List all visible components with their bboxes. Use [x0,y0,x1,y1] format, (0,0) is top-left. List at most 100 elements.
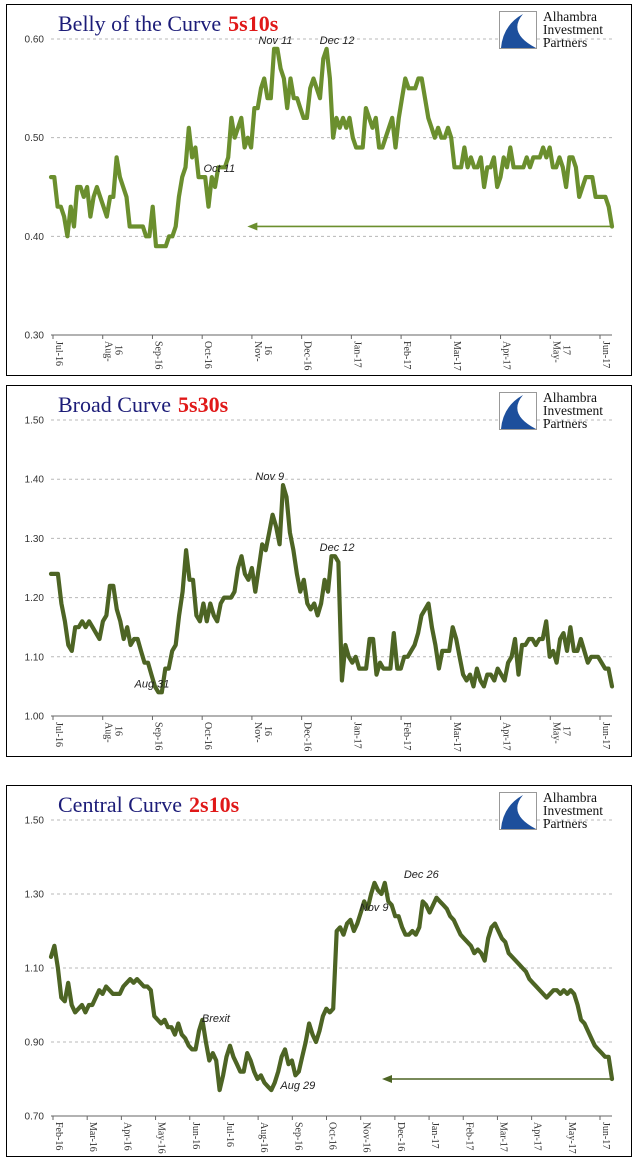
x-tick-label: Nov-16 [252,722,273,743]
logo-mark-icon [499,11,537,49]
x-tick-label: Jun-17 [600,341,611,368]
x-tick-label: Feb-16 [53,1122,64,1150]
y-tick-label: 1.50 [25,416,45,427]
y-tick-label: 1.30 [25,890,45,901]
annotation-label: Dec 12 [320,35,355,47]
logo-line-3: Partners [543,416,588,431]
logo-line-2: Investment [543,403,603,418]
x-tick-label: Feb-17 [401,722,412,750]
logo-line-1: Alhambra [543,9,597,24]
x-tick-label: Aug-16 [258,1122,269,1153]
x-tick-label: May-16 [156,1122,167,1154]
x-tick-label: Feb-17 [401,341,412,369]
annotation-label: Nov 11 [258,35,292,47]
x-tick-label: Apr-17 [501,722,512,751]
x-tick-label: Aug-16 [103,341,124,362]
x-tick-label: May-17 [566,1122,577,1154]
chart-title-main: Central Curve [58,792,183,817]
logo-mark-icon [499,392,537,430]
x-tick-label: May-17 [550,341,571,363]
x-tick-label: Sep-16 [152,722,163,750]
x-tick-label: Jul-16 [53,341,64,366]
annotation-label: Dec 12 [320,542,355,554]
x-tick-label: Jun-16 [190,1122,201,1149]
chart-panel-3: 1.50 1.30 1.10 0.90 0.70 Feb-16 Mar-16 Apr-16 Ma… [6,785,632,1157]
annotation-label: Brexit [202,1013,231,1025]
y-tick-label: 1.10 [25,964,45,975]
chart-title: Belly of the Curve 5s10s [58,11,278,37]
annotation-label: Nov 9 [360,902,389,914]
x-tick-label: Mar-16 [87,1122,98,1152]
annotation-label: Nov 9 [255,471,284,483]
x-tick-label: Mar-17 [451,341,462,371]
y-tick-label: 1.10 [25,652,45,663]
annotation-label: Dec 26 [404,869,440,881]
x-tick-label: Nov-16 [361,1122,372,1153]
y-tick-label: 0.90 [25,1038,45,1049]
x-tick-label: Dec-16 [302,341,313,370]
chart-panel-2: 1.50 1.40 1.30 1.20 1.10 1.00 Jul-16 Aug-16 Sep-… [6,385,632,757]
chart-title: Central Curve 2s10s [58,792,239,818]
y-tick-label: 1.30 [25,534,45,545]
x-tick-label: Mar-17 [497,1122,508,1152]
series-line [48,46,615,249]
chart-svg: 0.60 0.50 0.40 0.30 Jul-16 Aug-16 Sep-16 Oct-16… [25,35,615,371]
y-tick-label: 1.00 [25,712,45,723]
alhambra-logo: Alhambra Investment Partners [499,9,623,57]
arrow-head-icon [247,222,258,231]
arrow-head-icon [381,1075,392,1083]
x-tick-label: Sep-16 [152,341,163,369]
x-tick-label: Jul-16 [53,722,64,747]
series-line [48,482,615,695]
x-tick-label: May-17 [550,722,571,744]
x-tick-label: Aug-16 [103,722,124,743]
x-tick-label: Nov-16 [252,341,273,362]
annotation-label: Oct 11 [204,163,236,175]
y-tick-label: 0.50 [25,133,45,144]
alhambra-logo: Alhambra Investment Partners [499,790,623,838]
logo-line-1: Alhambra [543,390,597,405]
logo-line-3: Partners [543,816,588,831]
logo-line-3: Partners [543,35,588,50]
logo-line-1: Alhambra [543,790,597,805]
x-tick-label: Dec-16 [395,1122,406,1151]
y-tick-label: 1.20 [25,593,45,604]
logo-mark-icon [499,792,537,830]
x-tick-label: Oct-16 [327,1122,338,1150]
x-tick-label: Jan-17 [429,1122,440,1149]
x-tick-label: Jan-17 [351,722,362,749]
x-tick-label: Oct-16 [202,341,213,369]
chart-title-accent: 5s10s [228,11,279,36]
chart-title-accent: 2s10s [189,792,240,817]
x-tick-label: Oct-16 [202,722,213,750]
x-tick-label: Mar-17 [451,722,462,752]
x-tick-label: Apr-16 [121,1122,132,1151]
chart-title-accent: 5s30s [178,392,229,417]
x-tick-label: Jun-17 [600,1122,611,1149]
x-tick-label: Sep-16 [292,1122,303,1150]
y-tick-label: 1.50 [25,816,45,827]
chart-panel-1: 0.60 0.50 0.40 0.30 Jul-16 Aug-16 Sep-16 Oct-16… [6,4,632,376]
alhambra-logo: Alhambra Investment Partners [499,390,623,438]
logo-line-2: Investment [543,803,603,818]
annotation-label: Aug 31 [134,678,170,690]
x-tick-label: Jun-17 [600,722,611,749]
x-tick-label: Feb-17 [463,1122,474,1150]
series-line [48,880,615,1093]
chart-svg: 1.50 1.40 1.30 1.20 1.10 1.00 Jul-16 Aug-16 Sep-… [25,416,615,752]
y-tick-label: 0.40 [25,232,45,243]
x-tick-label: Apr-17 [532,1122,543,1151]
x-tick-label: Apr-17 [501,341,512,370]
logo-line-2: Investment [543,22,603,37]
annotation-label: Aug 29 [279,1080,315,1092]
y-tick-label: 1.40 [25,475,45,486]
chart-title: Broad Curve 5s30s [58,392,228,418]
x-tick-label: Dec-16 [302,722,313,751]
y-tick-label: 0.30 [25,331,45,342]
x-tick-label: Jan-17 [351,341,362,368]
chart-svg: 1.50 1.30 1.10 0.90 0.70 Feb-16 Mar-16 Apr-16 Ma… [25,816,615,1154]
chart-title-main: Broad Curve [58,392,172,417]
y-tick-label: 0.60 [25,35,45,46]
chart-title-main: Belly of the Curve [58,11,222,36]
x-tick-label: Jul-16 [224,1122,235,1147]
